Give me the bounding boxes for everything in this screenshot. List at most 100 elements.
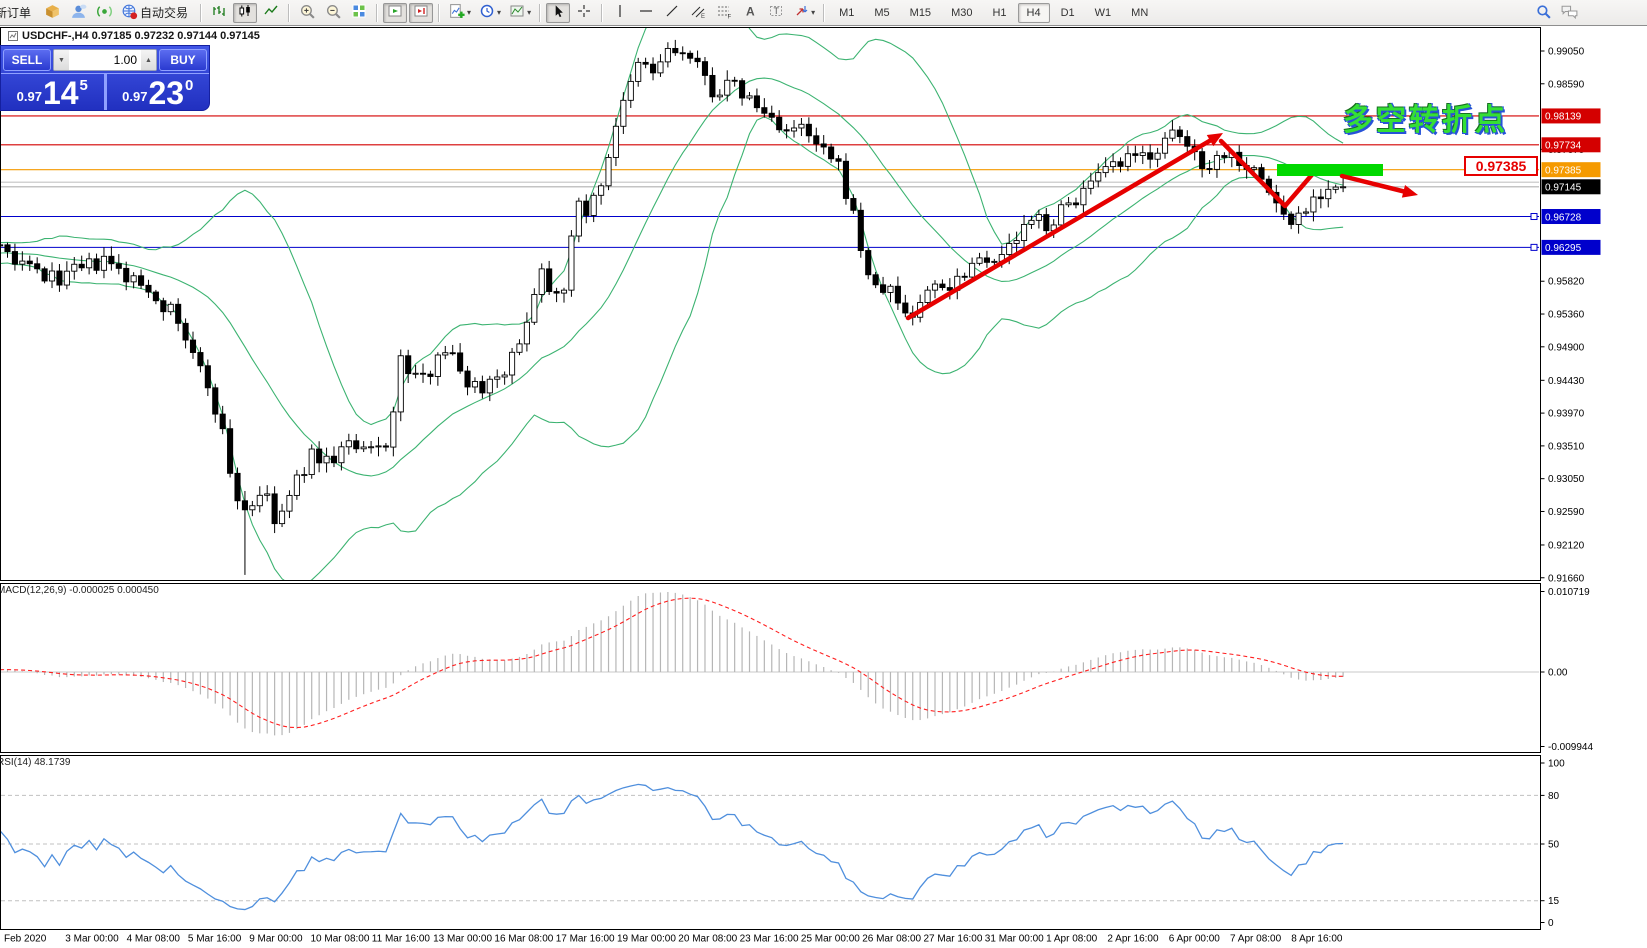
sell-button[interactable]: SELL [3, 49, 51, 71]
svg-text:0.95820: 0.95820 [1548, 277, 1585, 288]
arrows-icon [793, 3, 809, 22]
channel-icon: E [690, 3, 706, 22]
trade-panel-controls: SELL ▼ ▲ BUY [1, 46, 209, 73]
zoom-out-icon [325, 3, 342, 23]
svg-text:13 Mar 00:00: 13 Mar 00:00 [433, 934, 492, 945]
sell-price-prefix: 0.97 [16, 89, 42, 104]
chevron-down-icon: ▾ [467, 8, 472, 17]
volume-increase-button[interactable]: ▲ [141, 50, 156, 70]
svg-text:5 Mar 16:00: 5 Mar 16:00 [188, 934, 242, 945]
candlestick-chart-button[interactable] [233, 2, 258, 23]
periods-icon [479, 3, 495, 22]
trend-annotations-layer [905, 133, 1418, 321]
svg-text:27 Mar 16:00: 27 Mar 16:00 [924, 934, 983, 945]
chat-button[interactable] [1557, 3, 1582, 23]
macd-layer [1, 592, 1539, 736]
turning-point-annotation[interactable]: 多空转折点 [1343, 103, 1508, 138]
svg-text:1 Apr 08:00: 1 Apr 08:00 [1046, 934, 1098, 945]
text-icon: A [742, 3, 758, 22]
horizontal-line-icon [638, 3, 654, 22]
buy-price[interactable]: 0.97 23 0 [107, 74, 210, 110]
svg-text:0.99050: 0.99050 [1548, 47, 1585, 58]
svg-text:A: A [746, 5, 755, 19]
channel-button[interactable]: E [686, 3, 710, 23]
svg-text:6 Apr 00:00: 6 Apr 00:00 [1169, 934, 1221, 945]
cursor-button[interactable] [546, 2, 571, 23]
svg-text:0.010719: 0.010719 [1548, 587, 1590, 598]
svg-text:31 Mar 00:00: 31 Mar 00:00 [985, 934, 1044, 945]
rsi-layer [1, 783, 1539, 911]
svg-text:Feb 2020: Feb 2020 [4, 934, 47, 945]
zoom-out-button[interactable] [321, 3, 345, 23]
horizontal-line-button[interactable] [634, 3, 658, 23]
svg-text:16 Mar 08:00: 16 Mar 08:00 [494, 934, 553, 945]
toolbar-separator [823, 3, 826, 22]
timeframe-button-w1[interactable]: W1 [1094, 6, 1112, 19]
line-chart-icon [263, 3, 279, 22]
chevron-down-icon: ▾ [497, 8, 502, 17]
text-button[interactable]: A [738, 3, 762, 23]
svg-text:23 Mar 16:00: 23 Mar 16:00 [740, 934, 799, 945]
svg-text:0.92590: 0.92590 [1548, 507, 1585, 518]
timeframe-button-m1[interactable]: M1 [839, 6, 855, 19]
trade-panel-divider [103, 74, 107, 110]
bar-chart-button[interactable] [207, 3, 231, 23]
buy-button[interactable]: BUY [159, 49, 207, 71]
crosshair-button[interactable] [572, 3, 596, 23]
line-chart-button[interactable] [259, 3, 283, 23]
timeframe-button-mn[interactable]: MN [1131, 6, 1149, 19]
text-label-button[interactable]: T [764, 3, 788, 23]
svg-text:0.95360: 0.95360 [1548, 310, 1585, 321]
highlight-zone-rect [1277, 164, 1383, 176]
bar-chart-icon [211, 3, 227, 22]
auto-scroll-button[interactable] [383, 2, 408, 23]
vertical-line-button[interactable] [608, 3, 632, 23]
tile-windows-button[interactable] [347, 3, 371, 23]
svg-text:0.97145: 0.97145 [1545, 183, 1582, 194]
toolbar-separator [438, 3, 441, 22]
timeframe-button-d1[interactable]: D1 [1060, 6, 1075, 19]
svg-text:2 Apr 16:00: 2 Apr 16:00 [1107, 934, 1159, 945]
price-label-box[interactable]: 0.97385 [1464, 156, 1538, 176]
volume-input[interactable] [69, 50, 141, 70]
one-click-trading-panel: SELL ▼ ▲ BUY 0.97 14 5 0.97 23 0 [0, 45, 210, 111]
new-order-button[interactable]: 新订单 [0, 3, 38, 23]
zoom-in-button[interactable] [295, 3, 319, 23]
timeframe-button-m15[interactable]: M15 [909, 6, 932, 19]
timeframe-button-m30[interactable]: M30 [951, 6, 973, 19]
timeframe-button-h1[interactable]: H1 [992, 6, 1007, 19]
fibonacci-button[interactable]: F [712, 3, 736, 23]
chart-shift-button[interactable] [409, 2, 434, 23]
timeframe-button-h4[interactable]: H4 [1017, 2, 1050, 23]
arrows-button[interactable]: ▾ [790, 3, 818, 23]
candlestick-chart-icon [237, 3, 253, 22]
price-axis: 0.990500.985900.976700.958200.953600.949… [1530, 47, 1601, 929]
auto-scroll-icon [387, 3, 403, 22]
svg-text:0: 0 [1548, 918, 1554, 929]
search-button[interactable] [1531, 3, 1555, 23]
sell-price[interactable]: 0.97 14 5 [1, 74, 104, 110]
text-label-icon: T [768, 3, 784, 22]
signals-button[interactable] [92, 3, 116, 23]
toolbar-separator [200, 3, 203, 22]
community-button[interactable] [66, 3, 90, 23]
svg-text:0.00: 0.00 [1548, 668, 1568, 679]
svg-text:F: F [728, 15, 732, 20]
periods-button[interactable]: ▾ [476, 3, 504, 23]
chart-title-text: USDCHF-,H4 0.97185 0.97232 0.97144 0.971… [22, 30, 260, 42]
toolbar-right-group [1530, 3, 1583, 23]
trendline-button[interactable] [660, 3, 684, 23]
svg-text:7 Apr 08:00: 7 Apr 08:00 [1230, 934, 1282, 945]
svg-text:0.93050: 0.93050 [1548, 474, 1585, 485]
svg-text:0.94430: 0.94430 [1548, 376, 1585, 387]
templates-button[interactable]: ▾ [506, 3, 534, 23]
autotrading-button[interactable]: 自动交易 [118, 3, 195, 23]
market-button[interactable] [40, 3, 64, 23]
toolbar-separator [601, 3, 604, 22]
volume-decrease-button[interactable]: ▼ [54, 50, 69, 70]
indicators-button[interactable]: ▾ [445, 3, 474, 23]
svg-text:10 Mar 08:00: 10 Mar 08:00 [311, 934, 370, 945]
timeframe-button-m5[interactable]: M5 [874, 6, 890, 19]
